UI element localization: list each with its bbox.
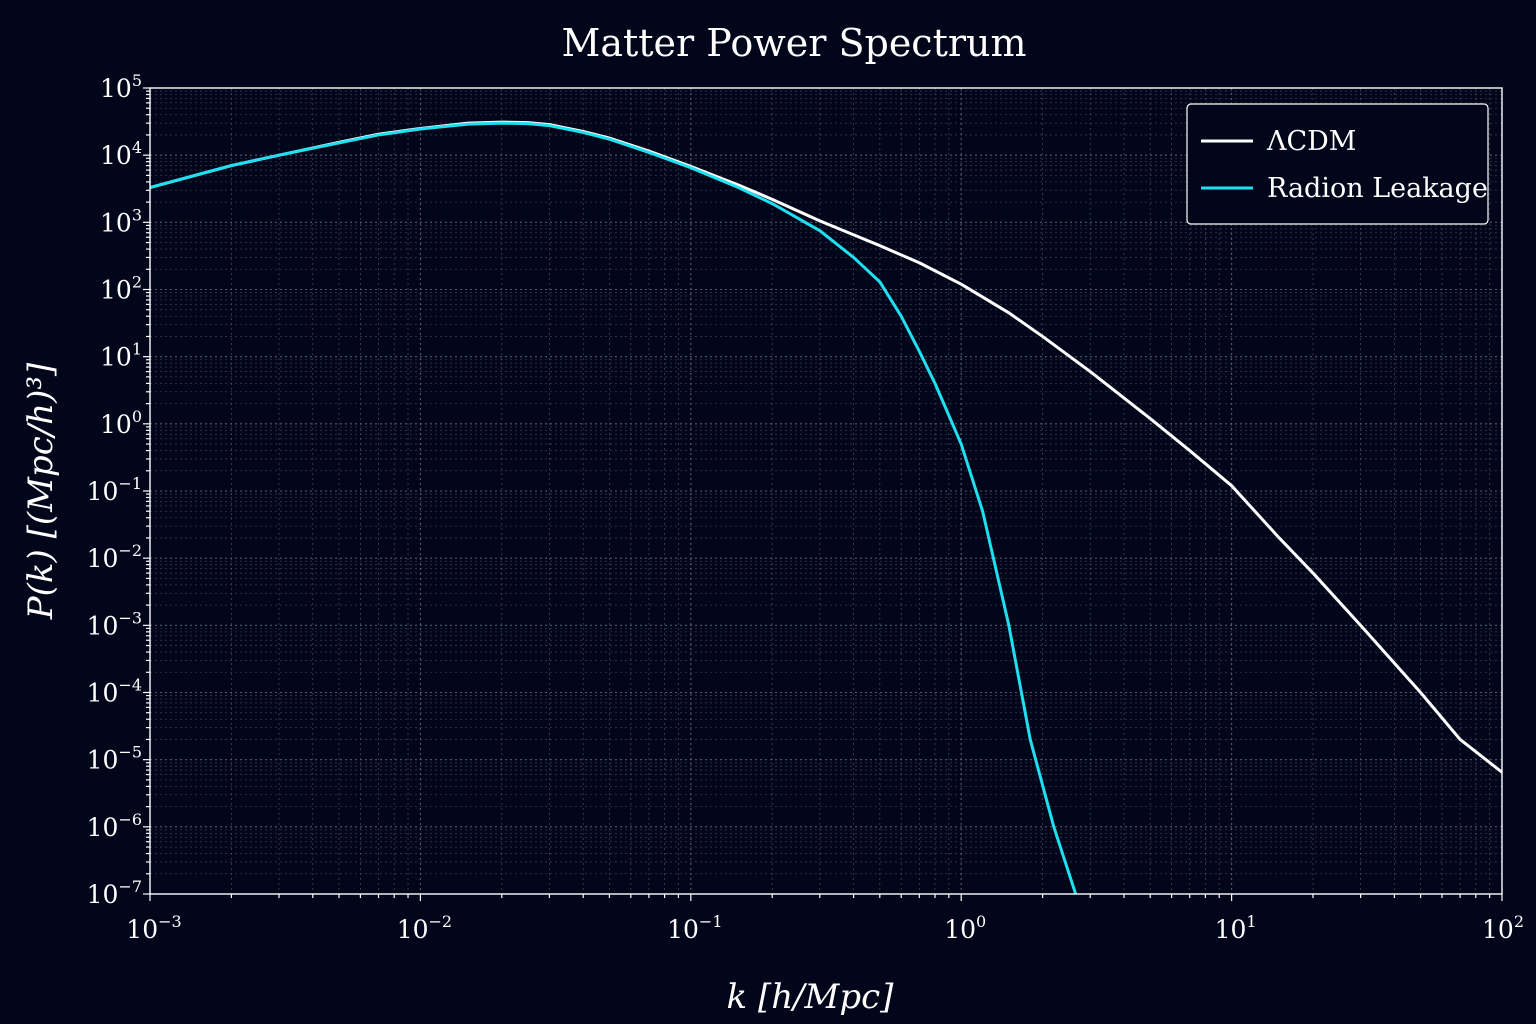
y-tick-label: 10−2	[87, 541, 142, 573]
x-axis-label: k [h/Mpc]	[727, 977, 895, 1017]
x-tick-label: 10−2	[397, 912, 452, 944]
y-tick-label: 10−6	[87, 810, 142, 842]
y-tick-label: 100	[100, 407, 142, 439]
y-tick-label: 101	[100, 340, 142, 372]
legend: ΛCDM Radion Leakage	[1186, 103, 1489, 225]
x-tick-label: 101	[1215, 912, 1257, 944]
legend-label-lcdm: ΛCDM	[1266, 126, 1356, 157]
y-tick-label: 104	[100, 138, 142, 170]
y-tick-label: 103	[100, 205, 142, 237]
y-tick-label: 105	[100, 71, 142, 103]
y-tick-label: 10−5	[87, 743, 142, 775]
legend-box	[1186, 103, 1489, 225]
y-tick-label: 10−1	[87, 474, 142, 506]
y-tick-label: 10−4	[87, 676, 142, 708]
series-line-radion-leakage	[150, 121, 1078, 894]
legend-label-radion: Radion Leakage	[1267, 173, 1488, 204]
x-tick-label: 102	[1482, 912, 1524, 944]
y-axis-label: P(k) [(Mpc/h)³]	[21, 362, 61, 620]
x-tick-label: 10−3	[126, 912, 181, 944]
y-tick-label: 10−3	[87, 608, 142, 640]
x-tick-label: 10−1	[667, 912, 722, 944]
y-tick-label: 10−7	[87, 877, 142, 909]
x-tick-label: 100	[944, 912, 986, 944]
tick-layer: 10−3 10−2 10−1 100 101 102 105 104 103 102 101 100 1…	[87, 71, 1524, 944]
y-tick-label: 102	[100, 273, 142, 305]
chart-title: Matter Power Spectrum	[561, 21, 1026, 65]
series-layer	[150, 120, 1502, 894]
